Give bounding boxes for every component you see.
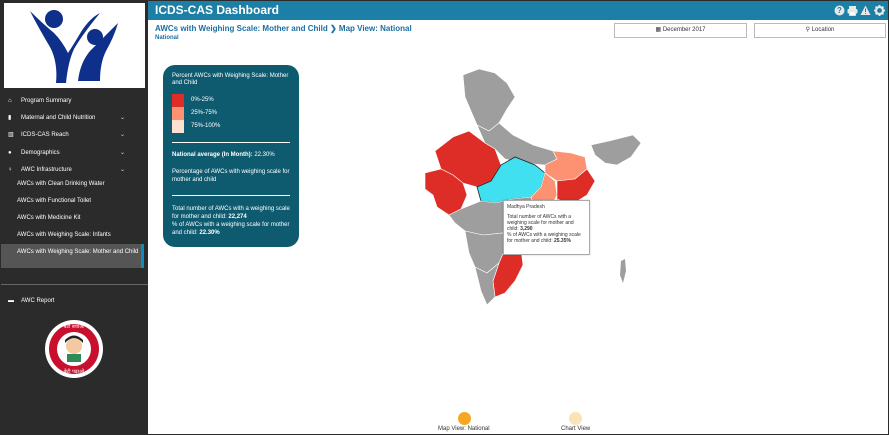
map-view-toggle[interactable] [458, 412, 471, 425]
chart-view-toggle[interactable] [569, 412, 582, 425]
sidebar-subitem-weighing-scale-infants[interactable]: AWCs with Weighing Scale: Infants [17, 232, 111, 238]
icds-logo [4, 3, 145, 88]
chevron-down-icon: ⌄ [119, 115, 125, 121]
svg-text:?: ? [837, 6, 842, 15]
map-tooltip: Madhya Pradesh Total number of AWCs with… [503, 200, 590, 255]
app-header: ICDS-CAS Dashboard ? [148, 1, 888, 20]
baby-bottle-icon: ▮ [8, 115, 12, 121]
gear-icon[interactable] [874, 5, 885, 16]
breadcrumb-indicator[interactable]: AWCs with Weighing Scale: Mother and Chi… [155, 24, 328, 33]
bar-chart-icon: ▥ [8, 132, 14, 138]
report-icon: ▬ [8, 298, 14, 304]
chevron-down-icon: ⌄ [119, 167, 125, 173]
sidebar-item-demographics[interactable]: ● Demographics ⌄ [1, 145, 148, 162]
legend-swatch [172, 120, 184, 133]
location-pin-icon: ⚲ [805, 27, 811, 33]
sidebar-subitem-functional-toilet[interactable]: AWCs with Functional Toilet [17, 198, 92, 204]
map-legend-card: Percent AWCs with Weighing Scale: Mother… [163, 65, 299, 247]
app-title: ICDS-CAS Dashboard [155, 3, 280, 17]
legend-swatch [172, 107, 184, 120]
month-filter-button[interactable]: ▦ December 2017 [614, 23, 747, 38]
sidebar-item-awc-report[interactable]: ▬ AWC Report [1, 293, 148, 310]
chevron-down-icon: ⌄ [119, 150, 125, 156]
sidebar-divider [1, 284, 148, 285]
location-filter-button[interactable]: ⚲ Location [754, 23, 886, 38]
sidebar: ⌂ Program Summary ▮ Maternal and Child N… [1, 1, 148, 434]
help-icon[interactable]: ? [834, 5, 845, 16]
legend-swatch [172, 94, 184, 107]
india-map [424, 68, 642, 306]
people-icon: ● [8, 150, 12, 156]
sidebar-subitem-medicine-kit[interactable]: AWCs with Medicine Kit [17, 215, 81, 221]
legend-divider [172, 142, 290, 143]
map-state-kerala[interactable] [474, 262, 500, 306]
sidebar-item-awc-infrastructure[interactable]: ♀ AWC Infrastructure ⌄ [1, 162, 148, 179]
icds-logo-icon [30, 10, 118, 83]
indicator-description: Percentage of AWCs with weighing scale f… [172, 169, 290, 183]
breadcrumb-location: National [155, 35, 179, 41]
beti-logo-text-bottom: बेटी पढ़ाओ [64, 368, 85, 375]
map-state-north[interactable] [462, 68, 516, 132]
map-state-northeast[interactable] [590, 134, 642, 166]
map-view-label: Map View: National [438, 426, 490, 432]
warning-icon[interactable] [860, 5, 871, 16]
lightbulb-icon: ♀ [8, 167, 13, 173]
calendar-icon: ▦ [655, 27, 662, 33]
sidebar-subitem-weighing-scale-mother-child[interactable]: AWCs with Weighing Scale: Mother and Chi… [1, 244, 144, 268]
chevron-down-icon: ⌄ [119, 132, 125, 138]
beti-logo-text-top: बेटी बचाओ [64, 323, 86, 330]
breadcrumb-separator-icon: ❯ [329, 24, 339, 33]
breadcrumb: AWCs with Weighing Scale: Mother and Chi… [155, 24, 412, 33]
home-icon: ⌂ [8, 98, 12, 104]
beti-bachao-logo: बेटी बचाओ बेटी पढ़ाओ [45, 320, 103, 378]
sidebar-item-icds-cas-reach[interactable]: ▥ ICDS-CAS Reach ⌄ [1, 127, 148, 144]
tooltip-percent: % of AWCs with a weighing scale for moth… [507, 232, 581, 244]
legend-title: Percent AWCs with Weighing Scale: Mother… [172, 73, 289, 86]
tooltip-total: Total number of AWCs with a weighing sca… [507, 214, 574, 232]
map-islands [620, 259, 626, 283]
breadcrumb-view: Map View: National [338, 24, 412, 33]
sidebar-item-maternal-child-nutrition[interactable]: ▮ Maternal and Child Nutrition ⌄ [1, 110, 148, 127]
totals-info: Total number of AWCs with a weighing sca… [172, 206, 290, 236]
national-average: National average (In Month): 22.30% [172, 152, 275, 158]
print-icon[interactable] [847, 5, 858, 16]
sidebar-subitem-clean-drinking-water[interactable]: AWCs with Clean Drinking Water [17, 181, 105, 187]
tooltip-state-name: Madhya Pradesh [507, 204, 545, 210]
legend-divider [172, 195, 290, 196]
chart-view-label: Chart View [561, 426, 591, 432]
sidebar-item-program-summary[interactable]: ⌂ Program Summary [1, 93, 148, 110]
